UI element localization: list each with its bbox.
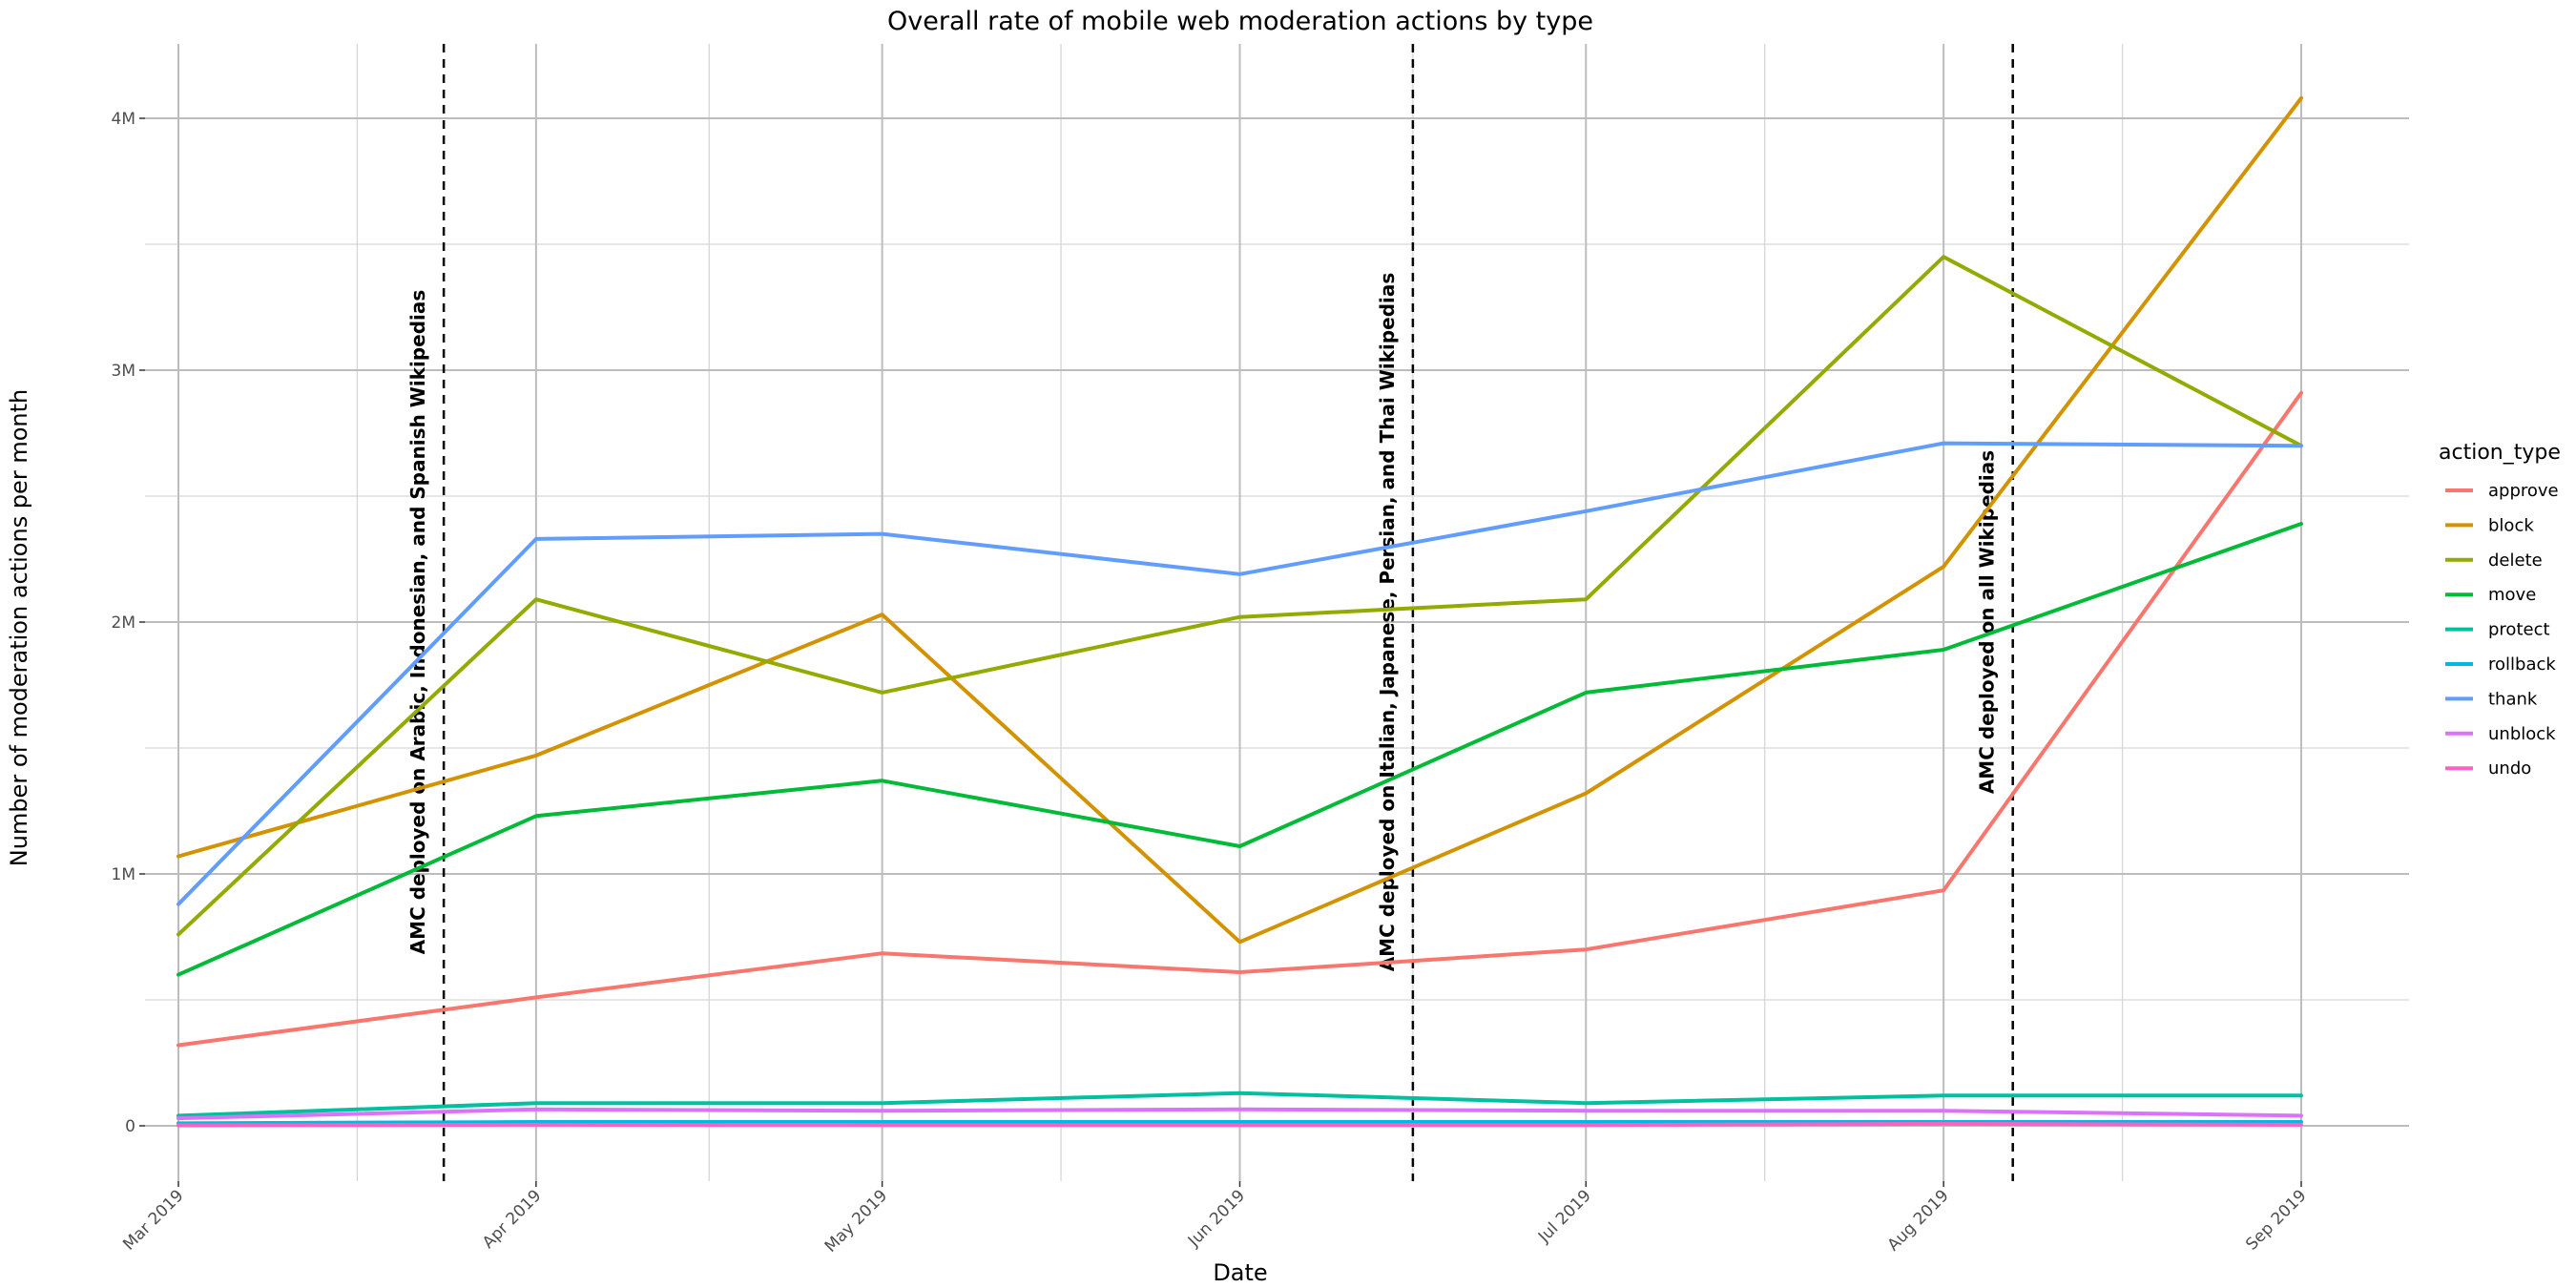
x-axis-title: Date [1213, 1259, 1267, 1286]
y-tick-label: 0 [125, 1117, 135, 1136]
legend: action_type approve block delete move protec… [2439, 441, 2561, 779]
legend-label-protect: protect [2488, 620, 2550, 640]
x-tick-label: May 2019 [821, 1186, 891, 1256]
x-tick-label: Mar 2019 [119, 1186, 187, 1254]
x-tick-label: Apr 2019 [479, 1186, 545, 1252]
y-tick-label: 4M [112, 110, 135, 129]
chart-title: Overall rate of mobile web moderation ac… [887, 7, 1593, 36]
y-tick-label: 3M [112, 362, 135, 381]
series-layer [177, 95, 2303, 1128]
legend-label-approve: approve [2488, 481, 2559, 501]
y-axis-title: Number of moderation actions per month [6, 389, 32, 866]
legend-label-move: move [2488, 585, 2536, 605]
y-tick-label: 1M [112, 865, 135, 884]
y-tick-label: 2M [112, 613, 135, 633]
x-tick-label: Jun 2019 [1184, 1186, 1249, 1251]
grid [145, 44, 2409, 1181]
x-tick-label: Aug 2019 [1884, 1186, 1953, 1255]
legend-label-thank: thank [2488, 689, 2538, 709]
annotations-layer: AMC deployed on Arabic, Indonesian, and … [406, 44, 2014, 1181]
deployment-annotation: AMC deployed on Italian, Japanese, Persi… [1376, 273, 1399, 972]
legend-label-unblock: unblock [2488, 724, 2556, 744]
x-tick-label: Sep 2019 [2242, 1186, 2310, 1254]
x-tick-label: Jul 2019 [1534, 1186, 1595, 1247]
deployment-annotation: AMC deployed on Arabic, Indonesian, and … [406, 290, 429, 955]
legend-title: action_type [2439, 441, 2561, 465]
legend-label-delete: delete [2488, 551, 2543, 571]
legend-label-undo: undo [2488, 758, 2531, 779]
legend-label-block: block [2488, 515, 2534, 535]
legend-label-rollback: rollback [2488, 654, 2556, 675]
